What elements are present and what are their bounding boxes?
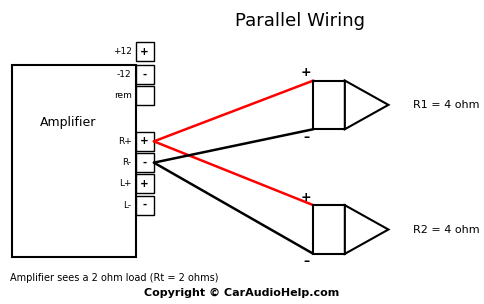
Text: –: –	[303, 255, 309, 268]
Bar	[136, 132, 154, 151]
Polygon shape	[345, 81, 389, 129]
Text: +: +	[140, 47, 149, 57]
Text: Parallel Wiring: Parallel Wiring	[235, 12, 365, 30]
Text: +: +	[301, 66, 311, 79]
Text: L-: L-	[123, 201, 132, 210]
Bar	[314, 81, 345, 129]
Text: -: -	[143, 158, 147, 168]
Text: +: +	[140, 136, 149, 146]
Text: Amplifier: Amplifier	[40, 116, 96, 129]
Text: Amplifier sees a 2 ohm load (Rt = 2 ohms): Amplifier sees a 2 ohm load (Rt = 2 ohms…	[10, 273, 218, 283]
Bar	[136, 174, 154, 193]
Polygon shape	[345, 205, 389, 254]
Text: +: +	[140, 179, 149, 189]
Bar	[12, 65, 136, 257]
Text: Copyright © CarAudioHelp.com: Copyright © CarAudioHelp.com	[144, 288, 340, 298]
Text: R+: R+	[118, 137, 132, 146]
Bar	[314, 205, 345, 254]
Text: R-: R-	[122, 158, 132, 167]
Text: L+: L+	[119, 179, 132, 188]
Text: +: +	[301, 191, 311, 204]
Text: -12: -12	[117, 70, 132, 79]
Bar	[136, 65, 154, 84]
Text: -: -	[143, 200, 147, 210]
Bar	[136, 196, 154, 215]
Text: R2 = 4 ohm: R2 = 4 ohm	[412, 225, 479, 234]
Text: –: –	[303, 131, 309, 144]
Text: +12: +12	[113, 47, 132, 56]
Bar	[136, 42, 154, 61]
Text: rem: rem	[114, 91, 132, 100]
Text: R1 = 4 ohm: R1 = 4 ohm	[413, 100, 479, 110]
Bar	[136, 153, 154, 172]
Bar	[136, 86, 154, 105]
Text: -: -	[143, 70, 147, 79]
